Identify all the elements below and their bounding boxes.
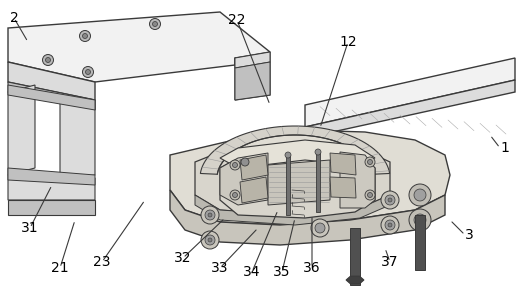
Polygon shape xyxy=(170,130,450,225)
Circle shape xyxy=(150,19,161,30)
Circle shape xyxy=(201,206,219,224)
Circle shape xyxy=(201,231,219,249)
Circle shape xyxy=(43,55,54,65)
Circle shape xyxy=(85,70,90,75)
Polygon shape xyxy=(8,85,95,110)
Polygon shape xyxy=(8,62,95,100)
Polygon shape xyxy=(330,177,356,198)
Polygon shape xyxy=(240,155,268,180)
Circle shape xyxy=(311,219,329,237)
Polygon shape xyxy=(235,52,270,68)
Circle shape xyxy=(368,160,372,165)
Circle shape xyxy=(83,34,87,39)
Circle shape xyxy=(232,163,238,168)
Circle shape xyxy=(232,193,238,197)
Circle shape xyxy=(208,238,212,242)
Polygon shape xyxy=(305,80,515,138)
Polygon shape xyxy=(305,58,515,127)
Circle shape xyxy=(241,158,249,166)
Polygon shape xyxy=(60,100,95,180)
Circle shape xyxy=(205,210,215,220)
Circle shape xyxy=(152,22,158,27)
Circle shape xyxy=(230,160,240,170)
Text: 3: 3 xyxy=(465,228,474,242)
Text: 36: 36 xyxy=(303,261,321,275)
Circle shape xyxy=(409,184,431,206)
Circle shape xyxy=(230,190,240,200)
Circle shape xyxy=(80,30,90,42)
Circle shape xyxy=(381,191,399,209)
Polygon shape xyxy=(8,82,95,110)
Text: 37: 37 xyxy=(381,255,399,269)
Text: 31: 31 xyxy=(21,221,39,235)
Circle shape xyxy=(365,190,375,200)
Polygon shape xyxy=(235,52,270,100)
Text: 1: 1 xyxy=(500,141,509,155)
Polygon shape xyxy=(200,126,389,174)
Circle shape xyxy=(414,189,426,201)
Polygon shape xyxy=(286,155,290,215)
Polygon shape xyxy=(8,168,95,185)
Circle shape xyxy=(205,235,215,245)
Text: 34: 34 xyxy=(243,265,261,279)
Polygon shape xyxy=(330,153,356,175)
Polygon shape xyxy=(220,153,268,205)
Polygon shape xyxy=(8,200,95,215)
Text: 23: 23 xyxy=(93,255,111,269)
Polygon shape xyxy=(220,150,375,218)
Polygon shape xyxy=(170,190,445,245)
Text: 32: 32 xyxy=(174,251,192,265)
Polygon shape xyxy=(316,152,320,212)
Text: 21: 21 xyxy=(51,261,69,275)
Circle shape xyxy=(315,149,321,155)
Polygon shape xyxy=(8,85,35,175)
Polygon shape xyxy=(8,175,95,200)
Polygon shape xyxy=(350,228,360,285)
Circle shape xyxy=(385,220,395,230)
Text: 22: 22 xyxy=(228,13,246,27)
Circle shape xyxy=(83,66,94,78)
Polygon shape xyxy=(346,276,364,284)
Circle shape xyxy=(409,209,431,231)
Polygon shape xyxy=(235,62,270,100)
Text: 2: 2 xyxy=(10,11,18,25)
Text: 33: 33 xyxy=(211,261,229,275)
Polygon shape xyxy=(8,12,270,82)
Circle shape xyxy=(388,223,392,227)
Circle shape xyxy=(315,223,325,233)
Text: 12: 12 xyxy=(339,35,357,49)
Text: 35: 35 xyxy=(273,265,291,279)
Circle shape xyxy=(365,157,375,167)
Circle shape xyxy=(208,213,212,217)
Polygon shape xyxy=(220,140,375,168)
Circle shape xyxy=(368,193,372,197)
Polygon shape xyxy=(340,152,375,208)
Polygon shape xyxy=(195,143,390,215)
Circle shape xyxy=(285,152,291,158)
Polygon shape xyxy=(240,177,268,203)
Circle shape xyxy=(46,58,50,63)
Polygon shape xyxy=(195,195,390,225)
Circle shape xyxy=(414,214,426,226)
Polygon shape xyxy=(268,160,330,205)
Circle shape xyxy=(385,195,395,205)
Polygon shape xyxy=(415,215,425,270)
Circle shape xyxy=(381,216,399,234)
Circle shape xyxy=(388,198,392,202)
